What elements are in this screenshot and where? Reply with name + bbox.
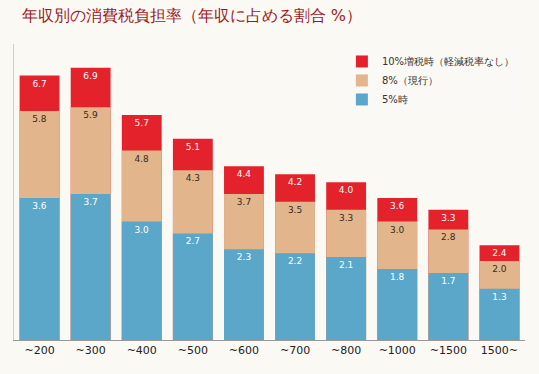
svg-text:~200: ~200 [24,344,54,357]
svg-text:5%時: 5%時 [382,94,408,105]
svg-text:2.3: 2.3 [237,252,251,262]
svg-text:4.0: 4.0 [339,185,354,195]
svg-text:~500: ~500 [178,344,208,357]
svg-text:4.8: 4.8 [134,154,149,164]
svg-text:~600: ~600 [229,344,259,357]
svg-text:10%増税時（軽減税率なし）: 10%増税時（軽減税率なし） [382,56,514,67]
svg-text:1500~: 1500~ [481,344,518,357]
svg-text:3.0: 3.0 [390,225,405,235]
svg-text:1.7: 1.7 [441,276,455,286]
svg-text:5.9: 5.9 [83,110,98,120]
svg-text:3.0: 3.0 [134,225,149,235]
svg-text:4.3: 4.3 [186,173,200,183]
svg-text:~300: ~300 [76,344,106,357]
svg-text:年収別の消費税負担率（年収に占める割合 %）: 年収別の消費税負担率（年収に占める割合 %） [22,6,362,25]
svg-text:~700: ~700 [280,344,310,357]
svg-text:3.3: 3.3 [339,213,353,223]
svg-text:3.6: 3.6 [390,201,405,211]
svg-text:~1000: ~1000 [379,344,416,357]
svg-text:5.8: 5.8 [32,114,47,124]
svg-text:3.7: 3.7 [83,197,97,207]
svg-text:~400: ~400 [127,344,157,357]
svg-text:3.7: 3.7 [237,197,251,207]
svg-text:2.2: 2.2 [288,256,302,266]
svg-text:6.9: 6.9 [83,71,98,81]
svg-text:3.6: 3.6 [32,201,47,211]
svg-text:2.7: 2.7 [186,236,200,246]
svg-text:1.3: 1.3 [492,292,506,302]
svg-text:2.4: 2.4 [492,248,507,258]
svg-text:3.3: 3.3 [441,213,455,223]
svg-text:5.7: 5.7 [135,118,149,128]
svg-text:2.0: 2.0 [492,264,507,274]
svg-text:~800: ~800 [331,344,361,357]
svg-text:6.7: 6.7 [32,79,46,89]
svg-text:2.1: 2.1 [339,260,353,270]
svg-text:4.2: 4.2 [288,177,302,187]
svg-text:3.5: 3.5 [288,205,302,215]
svg-text:~1500: ~1500 [430,344,467,357]
svg-text:2.8: 2.8 [441,232,456,242]
svg-text:4.4: 4.4 [237,169,252,179]
svg-text:5.1: 5.1 [186,142,200,152]
svg-text:1.8: 1.8 [390,272,405,282]
svg-text:8%（現行）: 8%（現行） [382,75,438,86]
